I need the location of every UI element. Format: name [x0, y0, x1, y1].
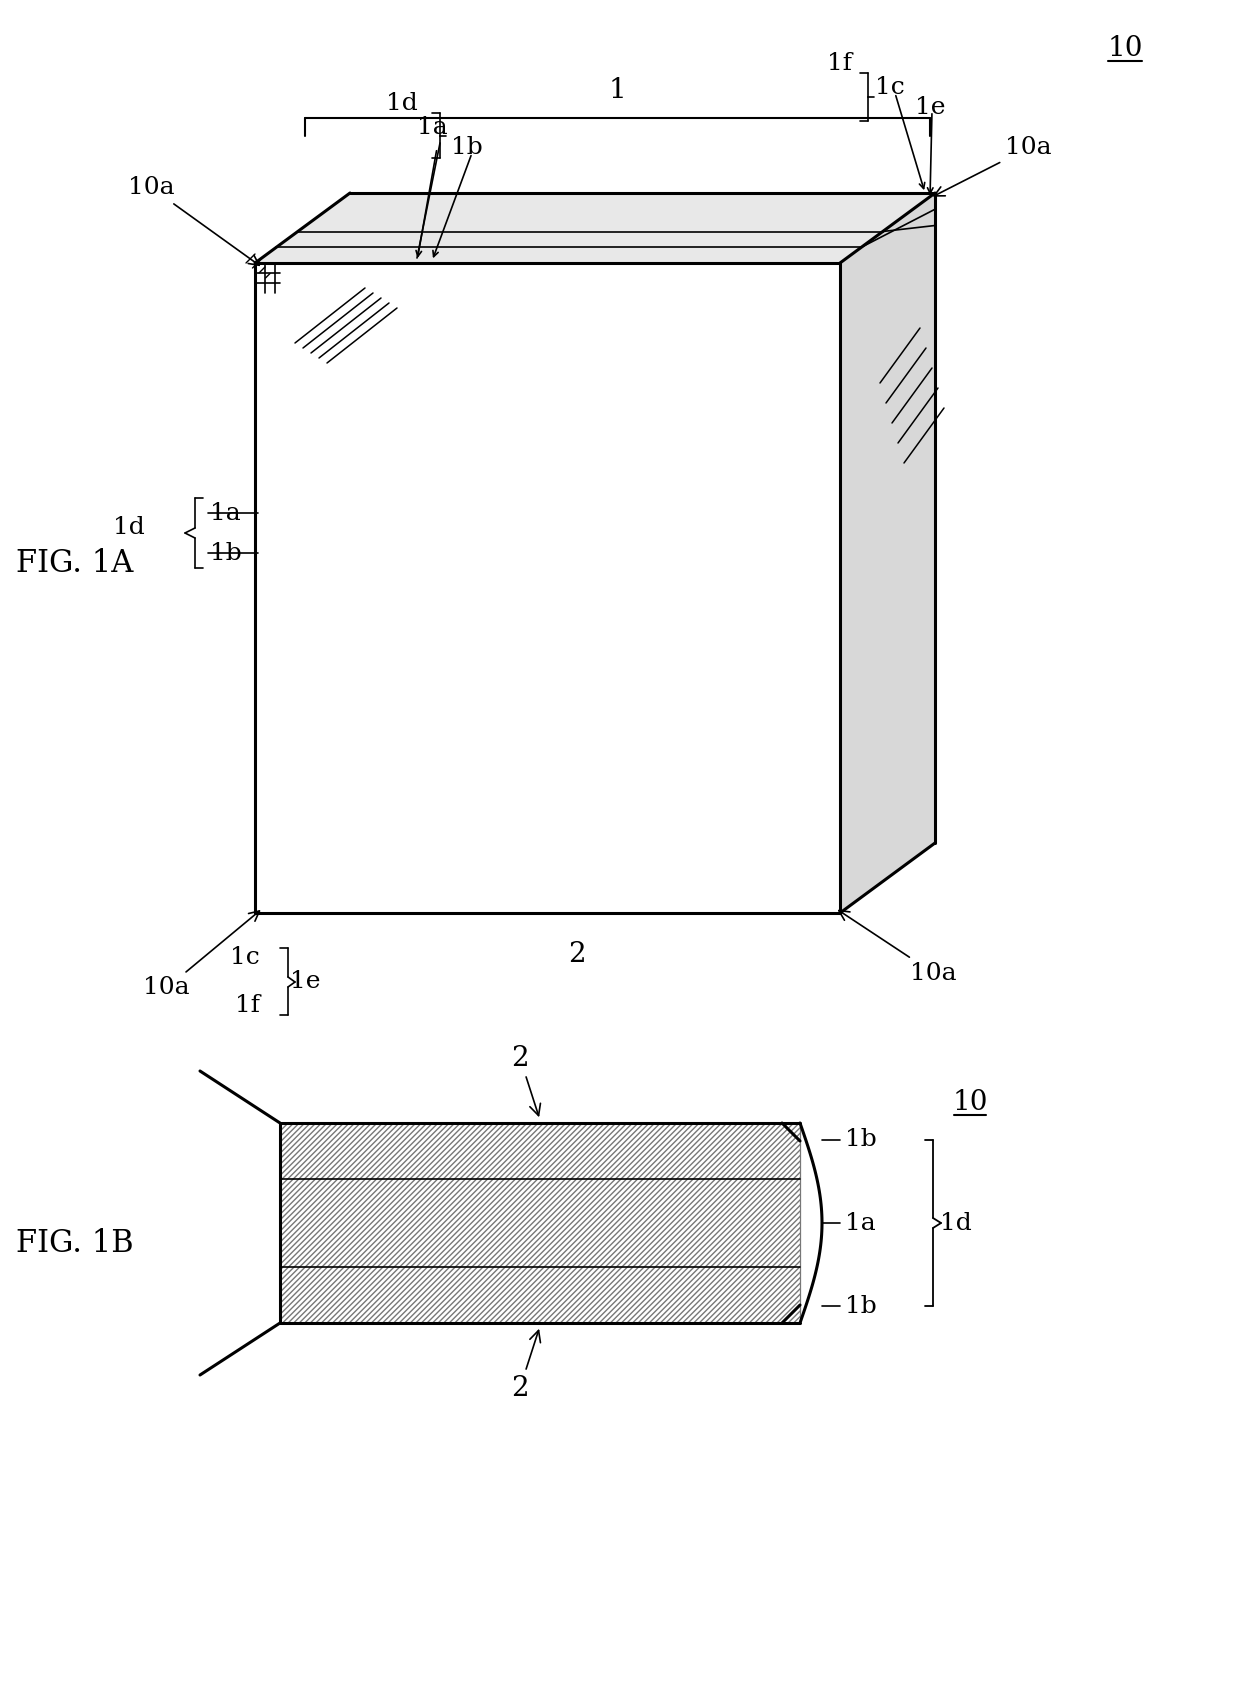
Text: 2: 2 — [511, 1045, 541, 1116]
Text: 1a: 1a — [210, 501, 241, 525]
Text: 1a: 1a — [417, 117, 448, 139]
Text: 10a: 10a — [144, 911, 259, 999]
Text: 10: 10 — [1107, 34, 1143, 61]
Text: 1e: 1e — [915, 97, 945, 120]
Text: 1e: 1e — [290, 970, 320, 992]
Text: 10: 10 — [952, 1090, 988, 1116]
Text: 1b: 1b — [844, 1295, 877, 1317]
Text: 1d: 1d — [940, 1212, 972, 1234]
Polygon shape — [280, 1122, 800, 1322]
Text: 1b: 1b — [451, 137, 482, 159]
Text: 1b: 1b — [210, 542, 242, 564]
Polygon shape — [255, 193, 935, 262]
Text: 1a: 1a — [844, 1212, 875, 1234]
Text: 1d: 1d — [113, 516, 145, 540]
Text: 1f: 1f — [827, 51, 853, 74]
Polygon shape — [255, 262, 839, 913]
Text: 2: 2 — [568, 941, 585, 968]
Text: 1c: 1c — [875, 76, 905, 100]
Text: 1: 1 — [608, 76, 626, 103]
Text: 1b: 1b — [844, 1128, 877, 1151]
Text: FIG. 1A: FIG. 1A — [16, 547, 134, 579]
Polygon shape — [839, 193, 935, 913]
Text: 10a: 10a — [839, 911, 956, 985]
Text: 2: 2 — [511, 1331, 541, 1402]
Text: 1f: 1f — [236, 994, 260, 1016]
Text: FIG. 1B: FIG. 1B — [16, 1227, 134, 1258]
Text: 10a: 10a — [129, 176, 259, 266]
Text: 1c: 1c — [231, 946, 260, 970]
Text: 1d: 1d — [386, 91, 418, 115]
Text: 10a: 10a — [934, 137, 1052, 196]
